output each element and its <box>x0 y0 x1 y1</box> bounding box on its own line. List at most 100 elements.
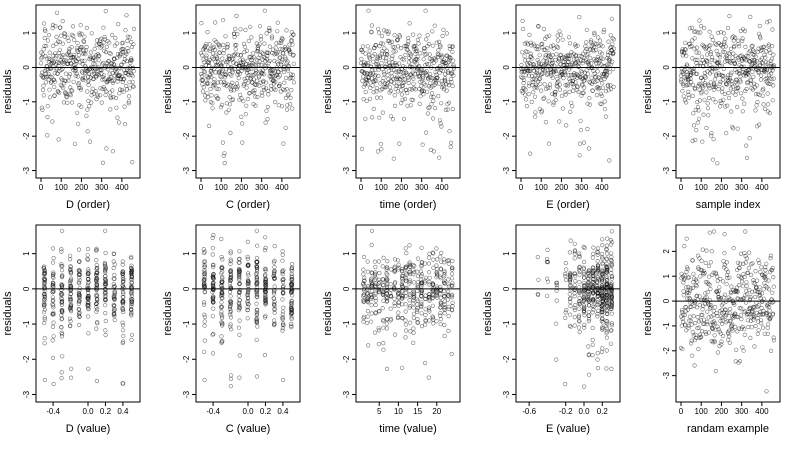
data-point <box>704 248 709 253</box>
data-point <box>272 68 278 74</box>
x-axis-label: time (order) <box>380 199 437 211</box>
data-point <box>722 265 727 270</box>
data-point <box>392 296 397 301</box>
data-point <box>384 277 389 283</box>
data-point <box>201 69 207 74</box>
data-point <box>86 331 91 336</box>
data-point <box>600 256 605 261</box>
data-point <box>748 295 753 300</box>
data-point <box>729 79 734 84</box>
data-point <box>121 334 126 339</box>
data-point <box>108 51 113 56</box>
data-point <box>127 80 132 85</box>
data-point <box>720 315 725 320</box>
data-point <box>280 268 285 274</box>
data-point <box>56 137 61 142</box>
data-point <box>766 278 771 283</box>
data-point <box>577 301 583 306</box>
data-point <box>281 141 286 146</box>
y-tick-label: -3 <box>182 166 191 174</box>
data-point <box>58 33 64 38</box>
data-point <box>408 262 413 268</box>
data-point <box>207 123 212 128</box>
data-point <box>369 23 375 28</box>
data-point <box>590 290 595 295</box>
data-point <box>424 69 429 74</box>
data-point <box>722 262 727 268</box>
data-point <box>568 78 573 84</box>
data-point <box>609 240 615 245</box>
data-point <box>41 321 47 326</box>
data-point <box>286 92 291 97</box>
data-point <box>117 91 122 96</box>
data-point <box>85 271 90 276</box>
data-point <box>684 83 689 88</box>
data-point <box>563 277 569 283</box>
data-point <box>51 289 56 294</box>
data-point <box>85 107 90 112</box>
data-point <box>442 302 447 307</box>
data-point <box>720 333 726 339</box>
data-point <box>50 22 56 28</box>
data-point <box>449 295 455 300</box>
data-point <box>698 318 704 323</box>
data-point <box>568 324 573 329</box>
data-point <box>541 64 546 69</box>
data-point <box>416 41 421 46</box>
data-point <box>523 87 528 92</box>
data-point <box>373 62 379 67</box>
plot-frame <box>355 224 461 403</box>
data-point <box>765 325 770 330</box>
data-point <box>553 321 559 326</box>
data-point <box>412 270 417 275</box>
data-point <box>266 92 271 97</box>
data-point <box>739 306 744 311</box>
y-tick-label: 1 <box>502 30 511 35</box>
data-point <box>95 92 100 97</box>
data-point <box>397 34 403 39</box>
data-point <box>726 73 731 78</box>
data-point <box>76 272 82 277</box>
data-point <box>724 82 729 87</box>
data-point <box>758 312 763 317</box>
y-tick-label: -3 <box>182 390 191 398</box>
y-tick-label: -1 <box>182 320 191 328</box>
data-point <box>211 280 216 285</box>
data-point <box>201 278 206 284</box>
data-point <box>721 66 726 71</box>
data-point <box>95 94 100 99</box>
data-point <box>412 280 417 285</box>
data-point <box>442 311 447 316</box>
data-point <box>723 307 728 312</box>
data-point <box>771 299 776 304</box>
data-point <box>590 268 596 273</box>
data-point <box>596 294 601 299</box>
data-point <box>568 238 573 243</box>
data-point <box>758 77 764 82</box>
data-point <box>735 289 740 294</box>
data-point <box>741 310 746 315</box>
data-point <box>60 66 65 71</box>
y-tick-label: -2 <box>662 347 671 355</box>
data-point <box>698 24 704 29</box>
data-point <box>595 64 600 69</box>
data-point <box>403 335 408 340</box>
data-point <box>57 47 62 52</box>
data-point <box>366 75 371 80</box>
data-point <box>237 318 242 323</box>
data-point <box>50 355 56 361</box>
data-point <box>123 49 128 55</box>
data-point <box>273 87 278 92</box>
data-point <box>120 299 125 304</box>
data-point <box>725 103 730 108</box>
data-point <box>446 289 451 294</box>
data-point <box>768 348 774 354</box>
data-point <box>399 100 404 106</box>
data-point <box>595 366 601 371</box>
data-point <box>690 138 695 143</box>
data-point <box>116 66 121 71</box>
data-point <box>59 376 64 381</box>
data-point <box>385 286 390 291</box>
data-point <box>700 78 706 83</box>
